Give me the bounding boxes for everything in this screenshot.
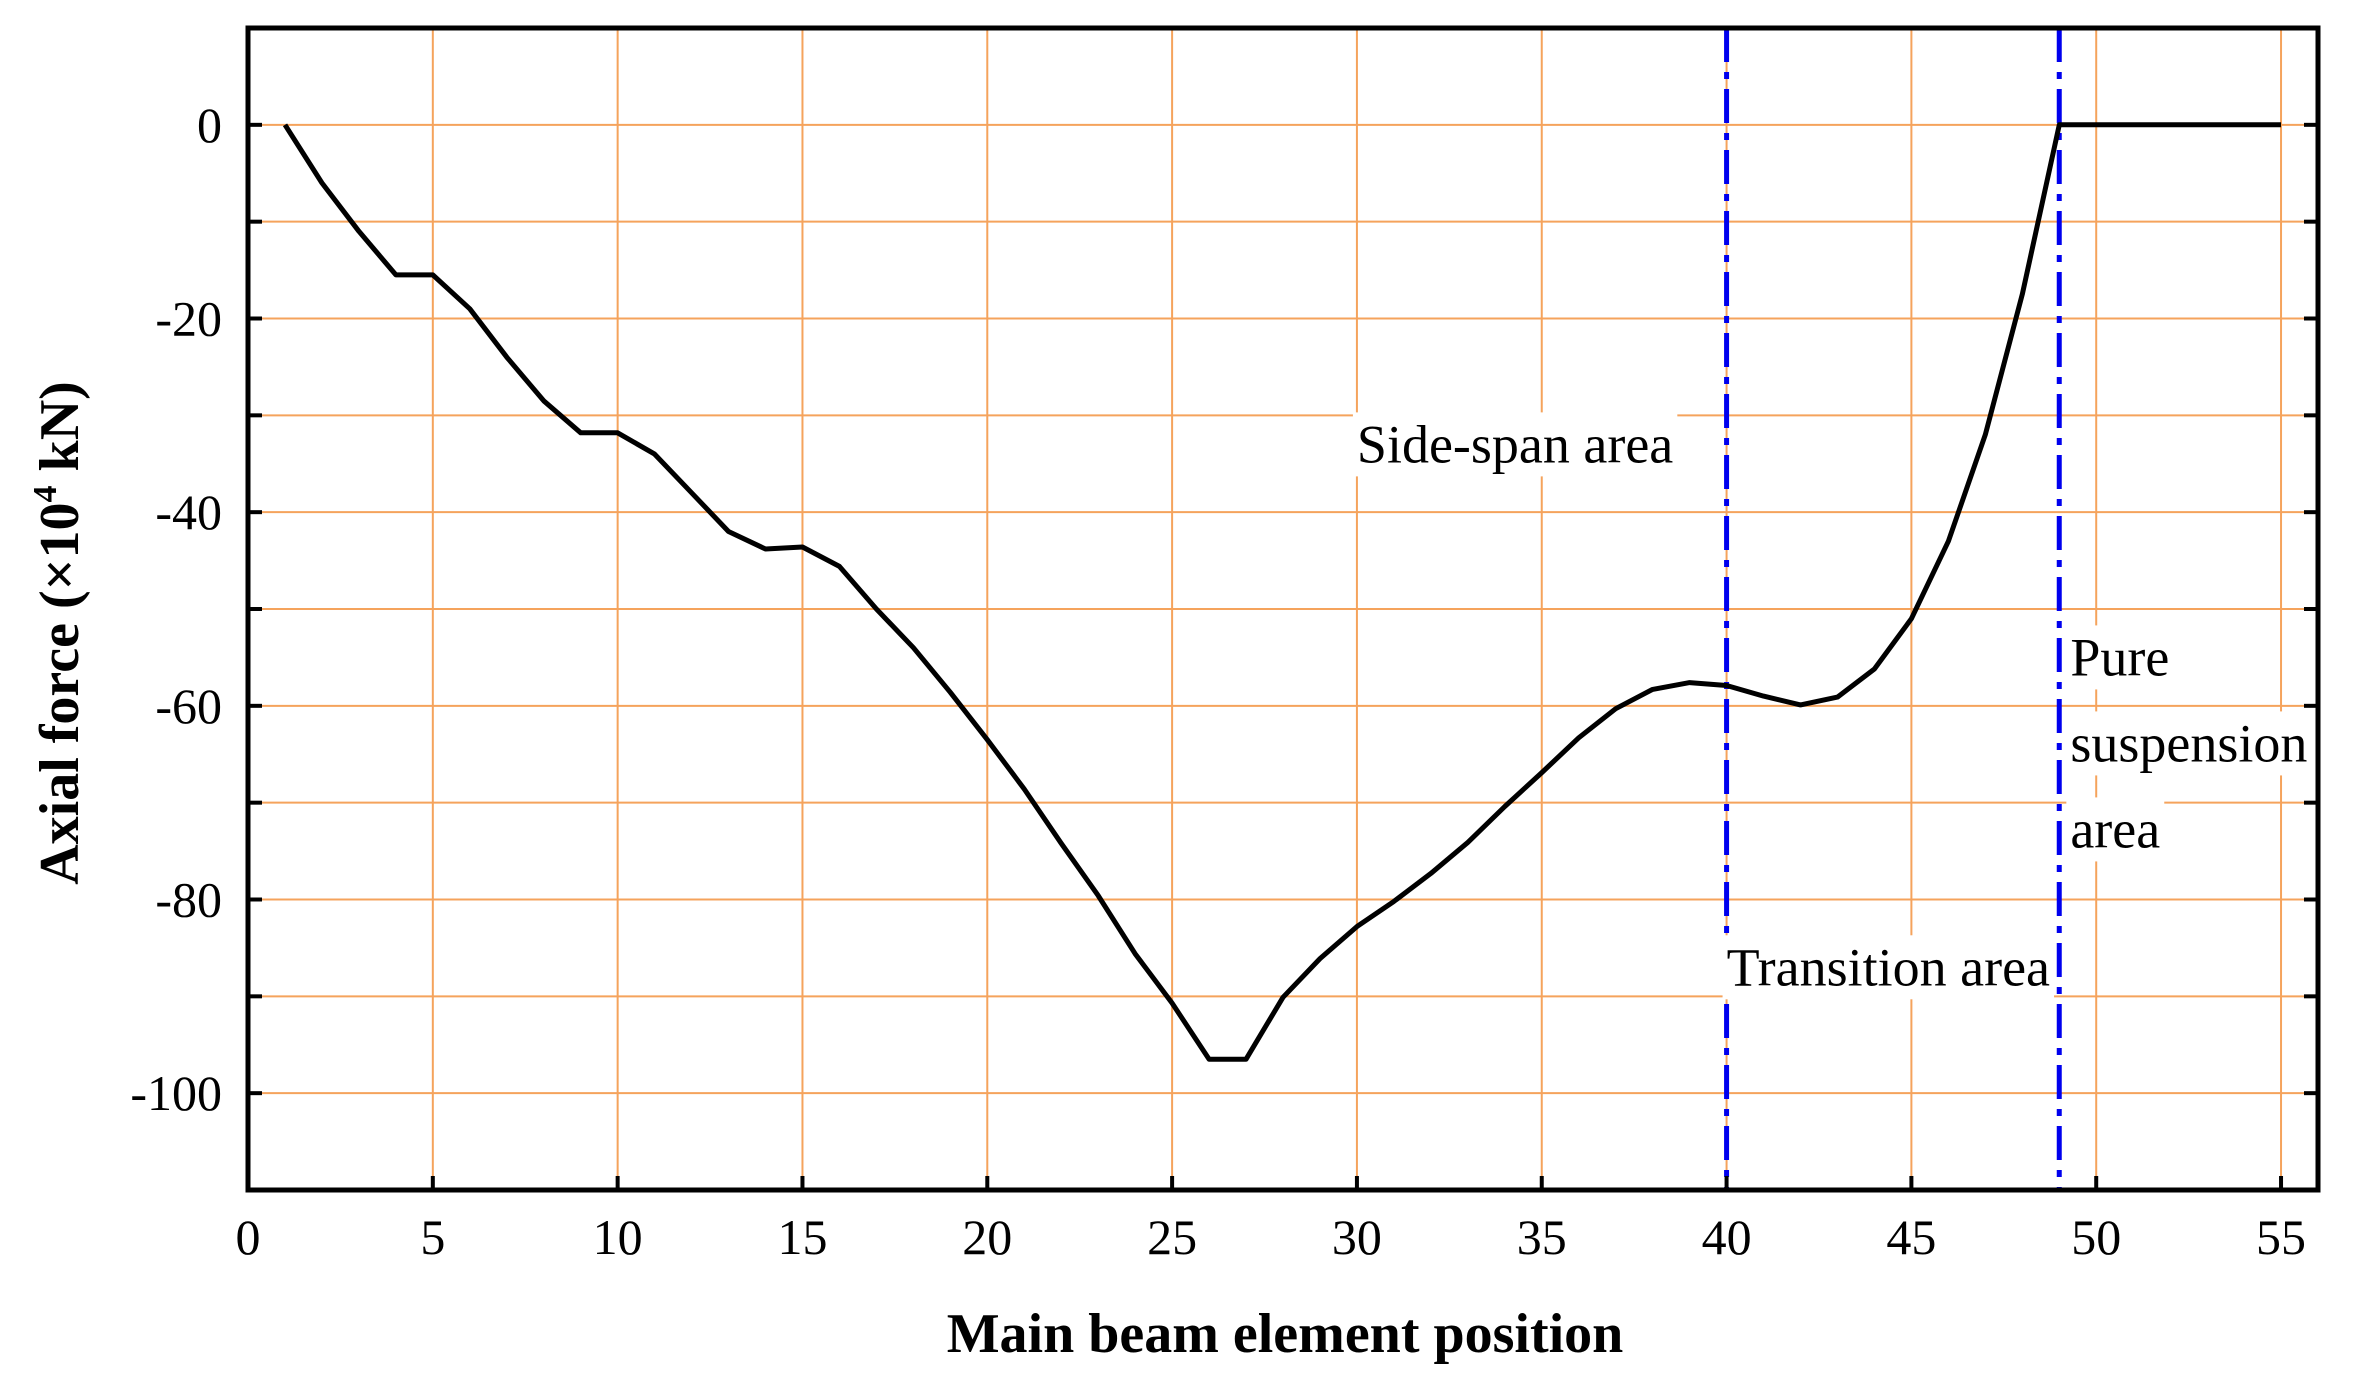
y-tick-label: -60 (155, 678, 222, 734)
x-tick-label: 15 (777, 1209, 827, 1265)
y-tick-label: -20 (155, 291, 222, 347)
y-axis-title-exponent: 4 (27, 485, 64, 502)
x-axis-title: Main beam element position (947, 1303, 1624, 1365)
area-annotation-line: Side-span area (1357, 414, 1673, 474)
x-tick-label: 5 (420, 1209, 445, 1265)
grid-lines (247, 27, 2318, 1191)
x-tick-label: 55 (2256, 1209, 2306, 1265)
axis-ticks (246, 26, 2318, 1192)
x-tick-labels: 0 5 10 15 20 25 30 35 40 45 50 55 (236, 1209, 2307, 1265)
y-tick-label: -80 (155, 872, 222, 928)
area-annotation-line: Transition area (1727, 937, 2050, 997)
area-annotation-background (1722, 935, 2055, 1000)
x-tick-label: 50 (2071, 1209, 2121, 1265)
x-tick-label: 10 (593, 1209, 643, 1265)
area-annotation-line: Pure (2070, 627, 2169, 687)
area-annotation: Transition area (1722, 935, 2055, 1000)
x-tick-label: 35 (1517, 1209, 1567, 1265)
y-tick-label: -40 (155, 484, 222, 540)
area-annotation: Pure suspension area (2066, 625, 2312, 862)
area-annotations: Side-span area Transition area Pure suspens… (1352, 412, 2312, 1000)
x-tick-label: 25 (1147, 1209, 1197, 1265)
area-annotation-background (2066, 625, 2174, 690)
y-tick-labels: 0 -20 -40 -60 -80 -100 (130, 97, 222, 1121)
x-tick-label: 20 (962, 1209, 1012, 1265)
area-annotation-line: area (2070, 799, 2160, 859)
area-annotation: Side-span area (1352, 412, 1678, 477)
area-annotation-background (2066, 711, 2312, 776)
area-annotation-background (2066, 797, 2165, 862)
y-tick-label: 0 (197, 97, 222, 153)
y-axis-title-unit: kN) (29, 381, 91, 485)
y-axis-title: Axial force (×104 kN) (27, 381, 91, 885)
y-tick-label: -100 (130, 1065, 222, 1121)
area-annotation-background (1352, 412, 1678, 477)
area-dividers (1724, 28, 2062, 1190)
x-tick-label: 30 (1332, 1209, 1382, 1265)
area-annotation-line: suspension (2070, 713, 2307, 773)
x-tick-label: 45 (1886, 1209, 1936, 1265)
y-axis-title-main: Axial force (×10 (29, 502, 91, 884)
axial-force-line (282, 122, 2281, 1062)
x-tick-label: 0 (236, 1209, 261, 1265)
x-tick-label: 40 (1702, 1209, 1752, 1265)
